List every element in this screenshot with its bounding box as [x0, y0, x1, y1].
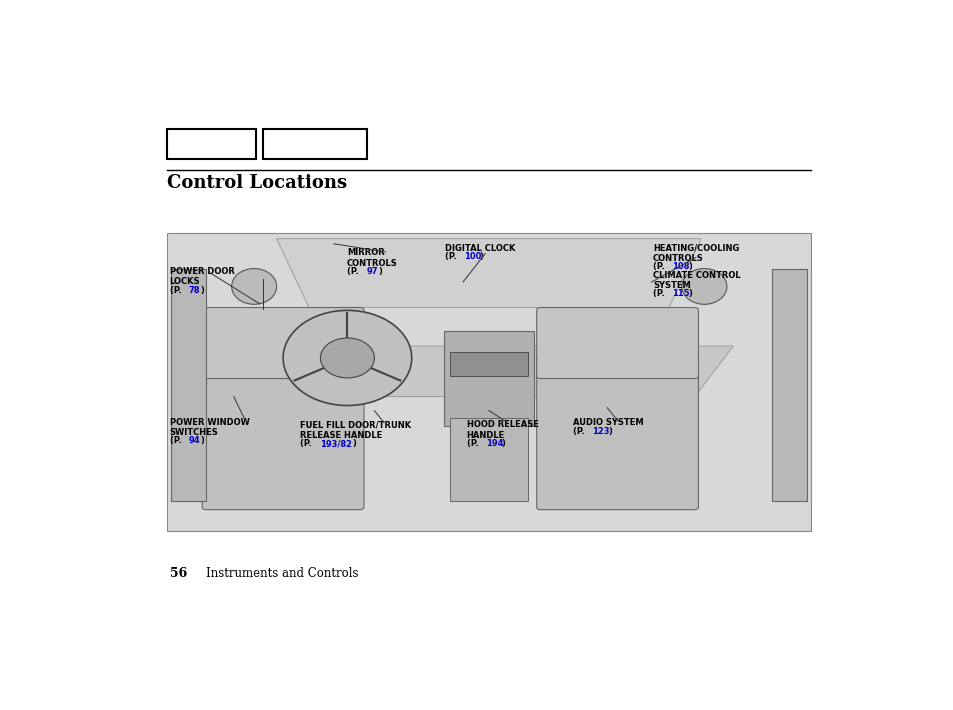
Text: ): )	[687, 262, 691, 271]
Text: ): )	[377, 267, 381, 275]
FancyBboxPatch shape	[537, 307, 698, 378]
Bar	[771, 268, 806, 501]
Text: AUDIO SYSTEM: AUDIO SYSTEM	[573, 417, 643, 427]
Bar	[167, 233, 810, 531]
Text: (P.: (P.	[170, 436, 184, 445]
Bar	[450, 352, 527, 376]
FancyBboxPatch shape	[202, 307, 364, 378]
Polygon shape	[244, 346, 733, 397]
Bar	[171, 268, 206, 501]
Text: ): )	[200, 436, 204, 445]
Text: ): )	[687, 288, 691, 297]
Text: HEATING/COOLING
CONTROLS: HEATING/COOLING CONTROLS	[653, 244, 739, 263]
Text: Control Locations: Control Locations	[167, 174, 347, 192]
Polygon shape	[276, 239, 700, 307]
Text: (P.: (P.	[300, 439, 314, 449]
Bar	[450, 417, 527, 501]
Text: Instruments and Controls: Instruments and Controls	[206, 567, 358, 580]
Text: POWER WINDOW
SWITCHES: POWER WINDOW SWITCHES	[170, 417, 249, 437]
Text: 108: 108	[672, 262, 689, 271]
Text: (P.: (P.	[444, 253, 458, 261]
Text: (P.: (P.	[466, 439, 481, 449]
Text: POWER DOOR
LOCKS: POWER DOOR LOCKS	[170, 267, 234, 286]
Text: (P.: (P.	[573, 427, 587, 436]
Text: 115: 115	[672, 288, 689, 297]
Text: 97: 97	[366, 267, 377, 275]
Bar	[263, 129, 367, 159]
FancyBboxPatch shape	[537, 355, 698, 510]
Text: 193/82: 193/82	[319, 439, 352, 449]
Text: 56: 56	[170, 567, 187, 580]
Text: ): )	[199, 286, 204, 295]
Text: (P.: (P.	[653, 262, 667, 271]
Text: 100: 100	[463, 253, 480, 261]
Text: ): )	[478, 253, 482, 261]
Bar	[443, 331, 534, 427]
Text: MIRROR
CONTROLS: MIRROR CONTROLS	[347, 248, 397, 268]
Bar	[167, 129, 255, 159]
Text: FUEL FILL DOOR/TRUNK
RELEASE HANDLE: FUEL FILL DOOR/TRUNK RELEASE HANDLE	[300, 420, 411, 439]
Circle shape	[320, 338, 374, 378]
Ellipse shape	[681, 268, 726, 305]
Text: ): )	[352, 439, 355, 449]
Text: 94: 94	[189, 436, 200, 445]
Ellipse shape	[232, 268, 276, 305]
Text: 78: 78	[188, 286, 199, 295]
Text: 194: 194	[485, 439, 503, 449]
Text: (P.: (P.	[653, 288, 667, 297]
Circle shape	[283, 310, 412, 405]
Text: (P.: (P.	[170, 286, 184, 295]
Text: ): )	[607, 427, 611, 436]
Text: HOOD RELEASE
HANDLE: HOOD RELEASE HANDLE	[466, 420, 538, 439]
Text: CLIMATE CONTROL
SYSTEM: CLIMATE CONTROL SYSTEM	[653, 271, 740, 290]
Text: 123: 123	[592, 427, 609, 436]
Text: (P.: (P.	[347, 267, 361, 275]
FancyBboxPatch shape	[202, 355, 364, 510]
Text: DIGITAL CLOCK: DIGITAL CLOCK	[444, 244, 515, 253]
Text: ): )	[501, 439, 505, 449]
